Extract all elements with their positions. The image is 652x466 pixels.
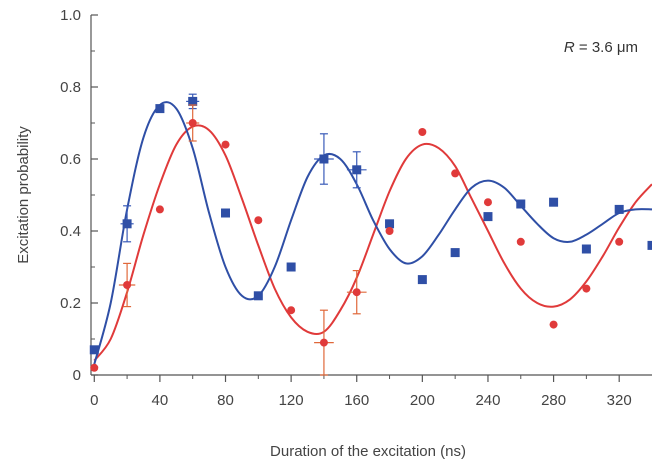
red-circle-point [615,237,624,246]
x-tick-label: 320 [607,392,632,409]
y-tick-label: 1.0 [60,7,81,24]
axes: 0 0.2 0.4 0.6 0.8 1.0 0 40 80 120 160 200 240 280 320 [60,7,652,409]
x-tick-label: 160 [344,392,369,409]
red-circle-point [451,169,460,178]
y-tick-label: 0.2 [60,295,81,312]
blue-square-point [319,154,329,164]
blue-fit-curve [93,101,652,365]
y-tick-label: 0 [73,367,81,384]
blue-square-point [89,345,99,355]
red-circle-point [123,281,132,289]
red-circle-point [90,363,99,372]
blue-square-point [385,219,395,229]
y-tick-label: 0.4 [60,223,81,240]
x-tick-label: 0 [90,392,98,409]
y-tick-label: 0.6 [60,151,81,168]
red-circle-point [516,237,525,246]
blue-square-point [647,240,652,250]
red-circle-point [385,227,394,235]
x-tick-label: 280 [541,392,566,409]
blue-square-point [450,248,460,258]
x-tick-label: 80 [217,392,234,409]
annotation-symbol: R [564,39,575,56]
red-fit-curve [93,124,652,362]
data-markers [89,93,652,376]
red-circle-point [221,140,230,149]
blue-square-point [188,96,198,106]
y-tick-label: 0.8 [60,79,81,96]
red-circle-point [287,306,296,315]
red-circle-point [155,205,164,214]
red-circle-point [483,198,492,207]
red-circle-point [254,216,263,225]
x-axis-title: Duration of the excitation (ns) [270,443,466,460]
blue-square-point [221,208,231,218]
red-circle-point [582,284,591,293]
red-circle-point [188,119,197,127]
blue-square-point [253,291,263,301]
x-tick-label: 120 [279,392,304,409]
chart-annotation: R = 3.6 μm [564,39,638,56]
blue-square-point [581,244,591,254]
blue-square-point [516,199,526,209]
blue-square-point [417,275,427,285]
red-circle-point [352,288,361,297]
y-axis-title: Excitation probability [15,126,32,264]
red-circle-point [319,338,328,347]
blue-square-point [614,204,624,214]
blue-square-point [483,212,493,222]
red-circle-point [549,320,558,329]
blue-square-point [352,165,362,175]
x-tick-label: 240 [475,392,500,409]
annotation-text: = 3.6 μm [575,39,638,56]
blue-square-point [155,104,165,114]
fit-curves [93,101,652,365]
red-circle-point [418,128,427,136]
blue-square-point [549,197,559,207]
x-tick-label: 200 [410,392,435,409]
blue-square-point [122,219,132,229]
blue-square-point [286,262,296,272]
x-tick-label: 40 [152,392,169,409]
